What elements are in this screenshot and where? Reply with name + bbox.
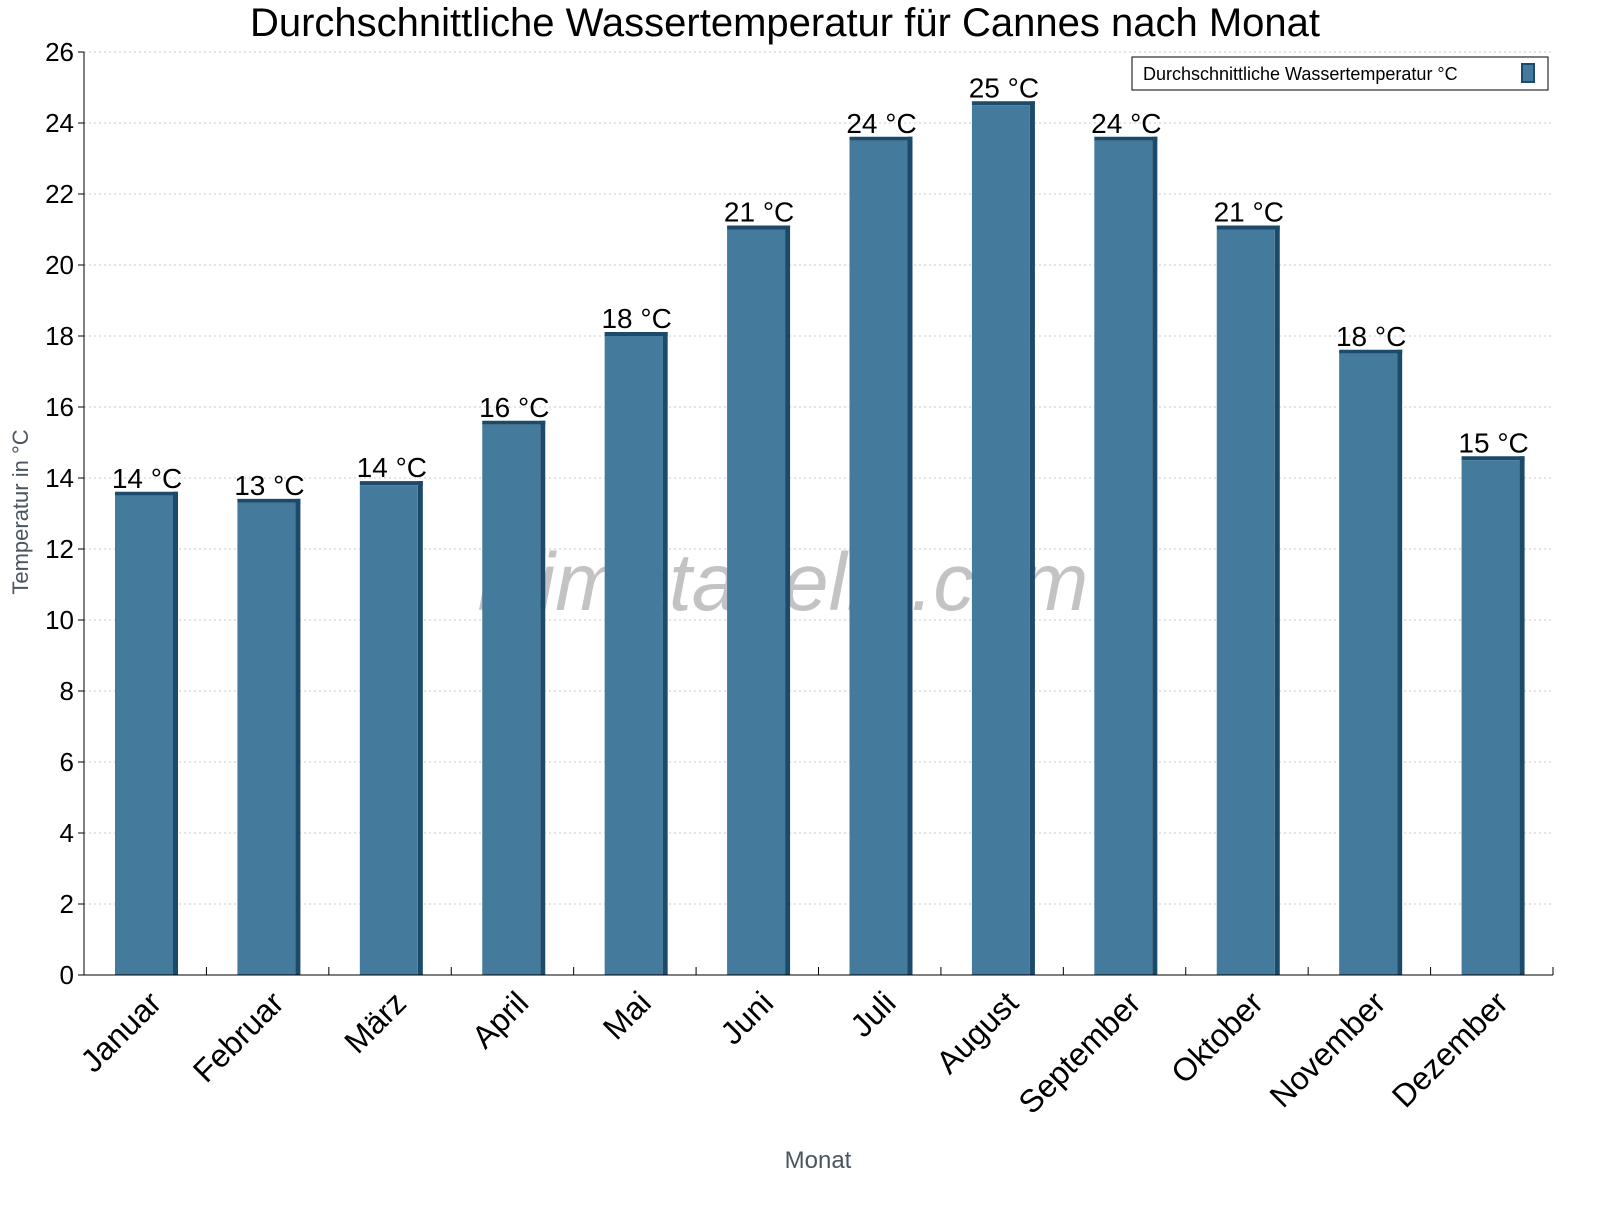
- bar-top: [115, 491, 178, 496]
- data-label: 24 °C: [1091, 108, 1161, 139]
- bar-top: [1094, 136, 1158, 141]
- bar: [359, 485, 418, 975]
- y-tick-label: 14: [45, 463, 74, 493]
- bar-side: [173, 491, 178, 975]
- bar-top: [604, 332, 668, 336]
- data-label: 18 °C: [601, 303, 671, 334]
- y-tick-label: 24: [45, 108, 74, 138]
- bar-top: [971, 101, 1035, 106]
- bar: [727, 229, 786, 975]
- x-tick-label: Juni: [713, 984, 780, 1051]
- bar: [237, 502, 296, 975]
- bar-top: [727, 225, 791, 230]
- data-label: 16 °C: [479, 392, 549, 423]
- y-tick-label: 18: [45, 321, 74, 351]
- legend: Durchschnittliche Wassertemperatur °C: [1131, 56, 1549, 91]
- bar-side: [540, 420, 546, 975]
- data-label: 21 °C: [1214, 197, 1284, 228]
- legend-label: Durchschnittliche Wassertemperatur °C: [1143, 64, 1458, 84]
- bar-side: [1274, 225, 1280, 975]
- y-axis-label: Temperatur in °C: [8, 429, 33, 594]
- bar: [1216, 229, 1275, 975]
- y-tick-label: 12: [45, 534, 74, 564]
- bar-top: [1339, 349, 1403, 354]
- data-label: 21 °C: [724, 197, 794, 228]
- bar: [482, 424, 541, 975]
- bar-side: [295, 498, 301, 975]
- data-label: 25 °C: [969, 72, 1039, 103]
- x-tick-label: April: [465, 984, 536, 1055]
- bar: [1094, 140, 1153, 975]
- bar-top: [482, 420, 546, 425]
- bar-side: [785, 225, 791, 975]
- bar-top: [359, 481, 423, 486]
- data-label: 13 °C: [234, 470, 304, 501]
- x-tick-label: Januar: [74, 984, 169, 1079]
- y-tick-label: 0: [60, 960, 74, 990]
- x-tick-label: September: [1011, 984, 1147, 1120]
- bar-top: [849, 136, 913, 141]
- x-tick-label: Februar: [186, 984, 291, 1089]
- bar: [1461, 460, 1520, 975]
- bar-side: [1029, 101, 1035, 975]
- y-tick-label: 26: [45, 37, 74, 67]
- y-tick-label: 6: [60, 747, 74, 777]
- bar-side: [417, 481, 423, 975]
- x-tick-label: August: [929, 984, 1025, 1080]
- data-label: 15 °C: [1458, 427, 1528, 458]
- x-tick-label: Dezember: [1385, 984, 1515, 1114]
- bar-side: [662, 332, 668, 975]
- legend-swatch: [1521, 63, 1535, 83]
- data-label: 14 °C: [357, 452, 427, 483]
- bar-side: [907, 136, 913, 975]
- data-label: 24 °C: [846, 108, 916, 139]
- legend-box: [1131, 56, 1549, 91]
- bar: [971, 105, 1030, 975]
- x-tick-label: November: [1262, 984, 1392, 1114]
- x-tick-label: Juli: [843, 984, 902, 1043]
- bar-top: [237, 498, 301, 503]
- bar-top: [1216, 225, 1280, 230]
- x-tick-label: Oktober: [1164, 984, 1270, 1090]
- bar: [849, 140, 908, 975]
- y-tick-label: 10: [45, 605, 74, 635]
- data-label: 18 °C: [1336, 321, 1406, 352]
- y-tick-label: 4: [60, 818, 74, 848]
- data-label: 14 °C: [112, 463, 182, 494]
- bar: [604, 336, 663, 975]
- bar-side: [1519, 456, 1525, 975]
- bar: [115, 495, 173, 975]
- bar-top: [1461, 456, 1525, 461]
- bar-side: [1152, 136, 1158, 975]
- y-tick-label: 2: [60, 889, 74, 919]
- y-tick-label: 8: [60, 676, 74, 706]
- chart-title: Durchschnittliche Wassertemperatur für C…: [250, 1, 1320, 45]
- y-tick-label: 16: [45, 392, 74, 422]
- x-tick-label: März: [337, 984, 413, 1060]
- bar-side: [1397, 349, 1403, 975]
- y-tick-label: 22: [45, 179, 74, 209]
- bar: [1339, 353, 1398, 975]
- x-tick-label: Mai: [596, 984, 658, 1046]
- y-tick-label: 20: [45, 250, 74, 280]
- x-axis-label: Monat: [785, 1147, 852, 1174]
